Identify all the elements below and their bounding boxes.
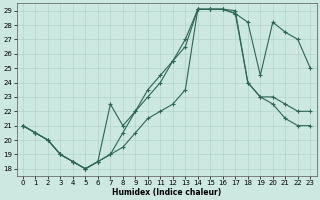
X-axis label: Humidex (Indice chaleur): Humidex (Indice chaleur) <box>112 188 221 197</box>
